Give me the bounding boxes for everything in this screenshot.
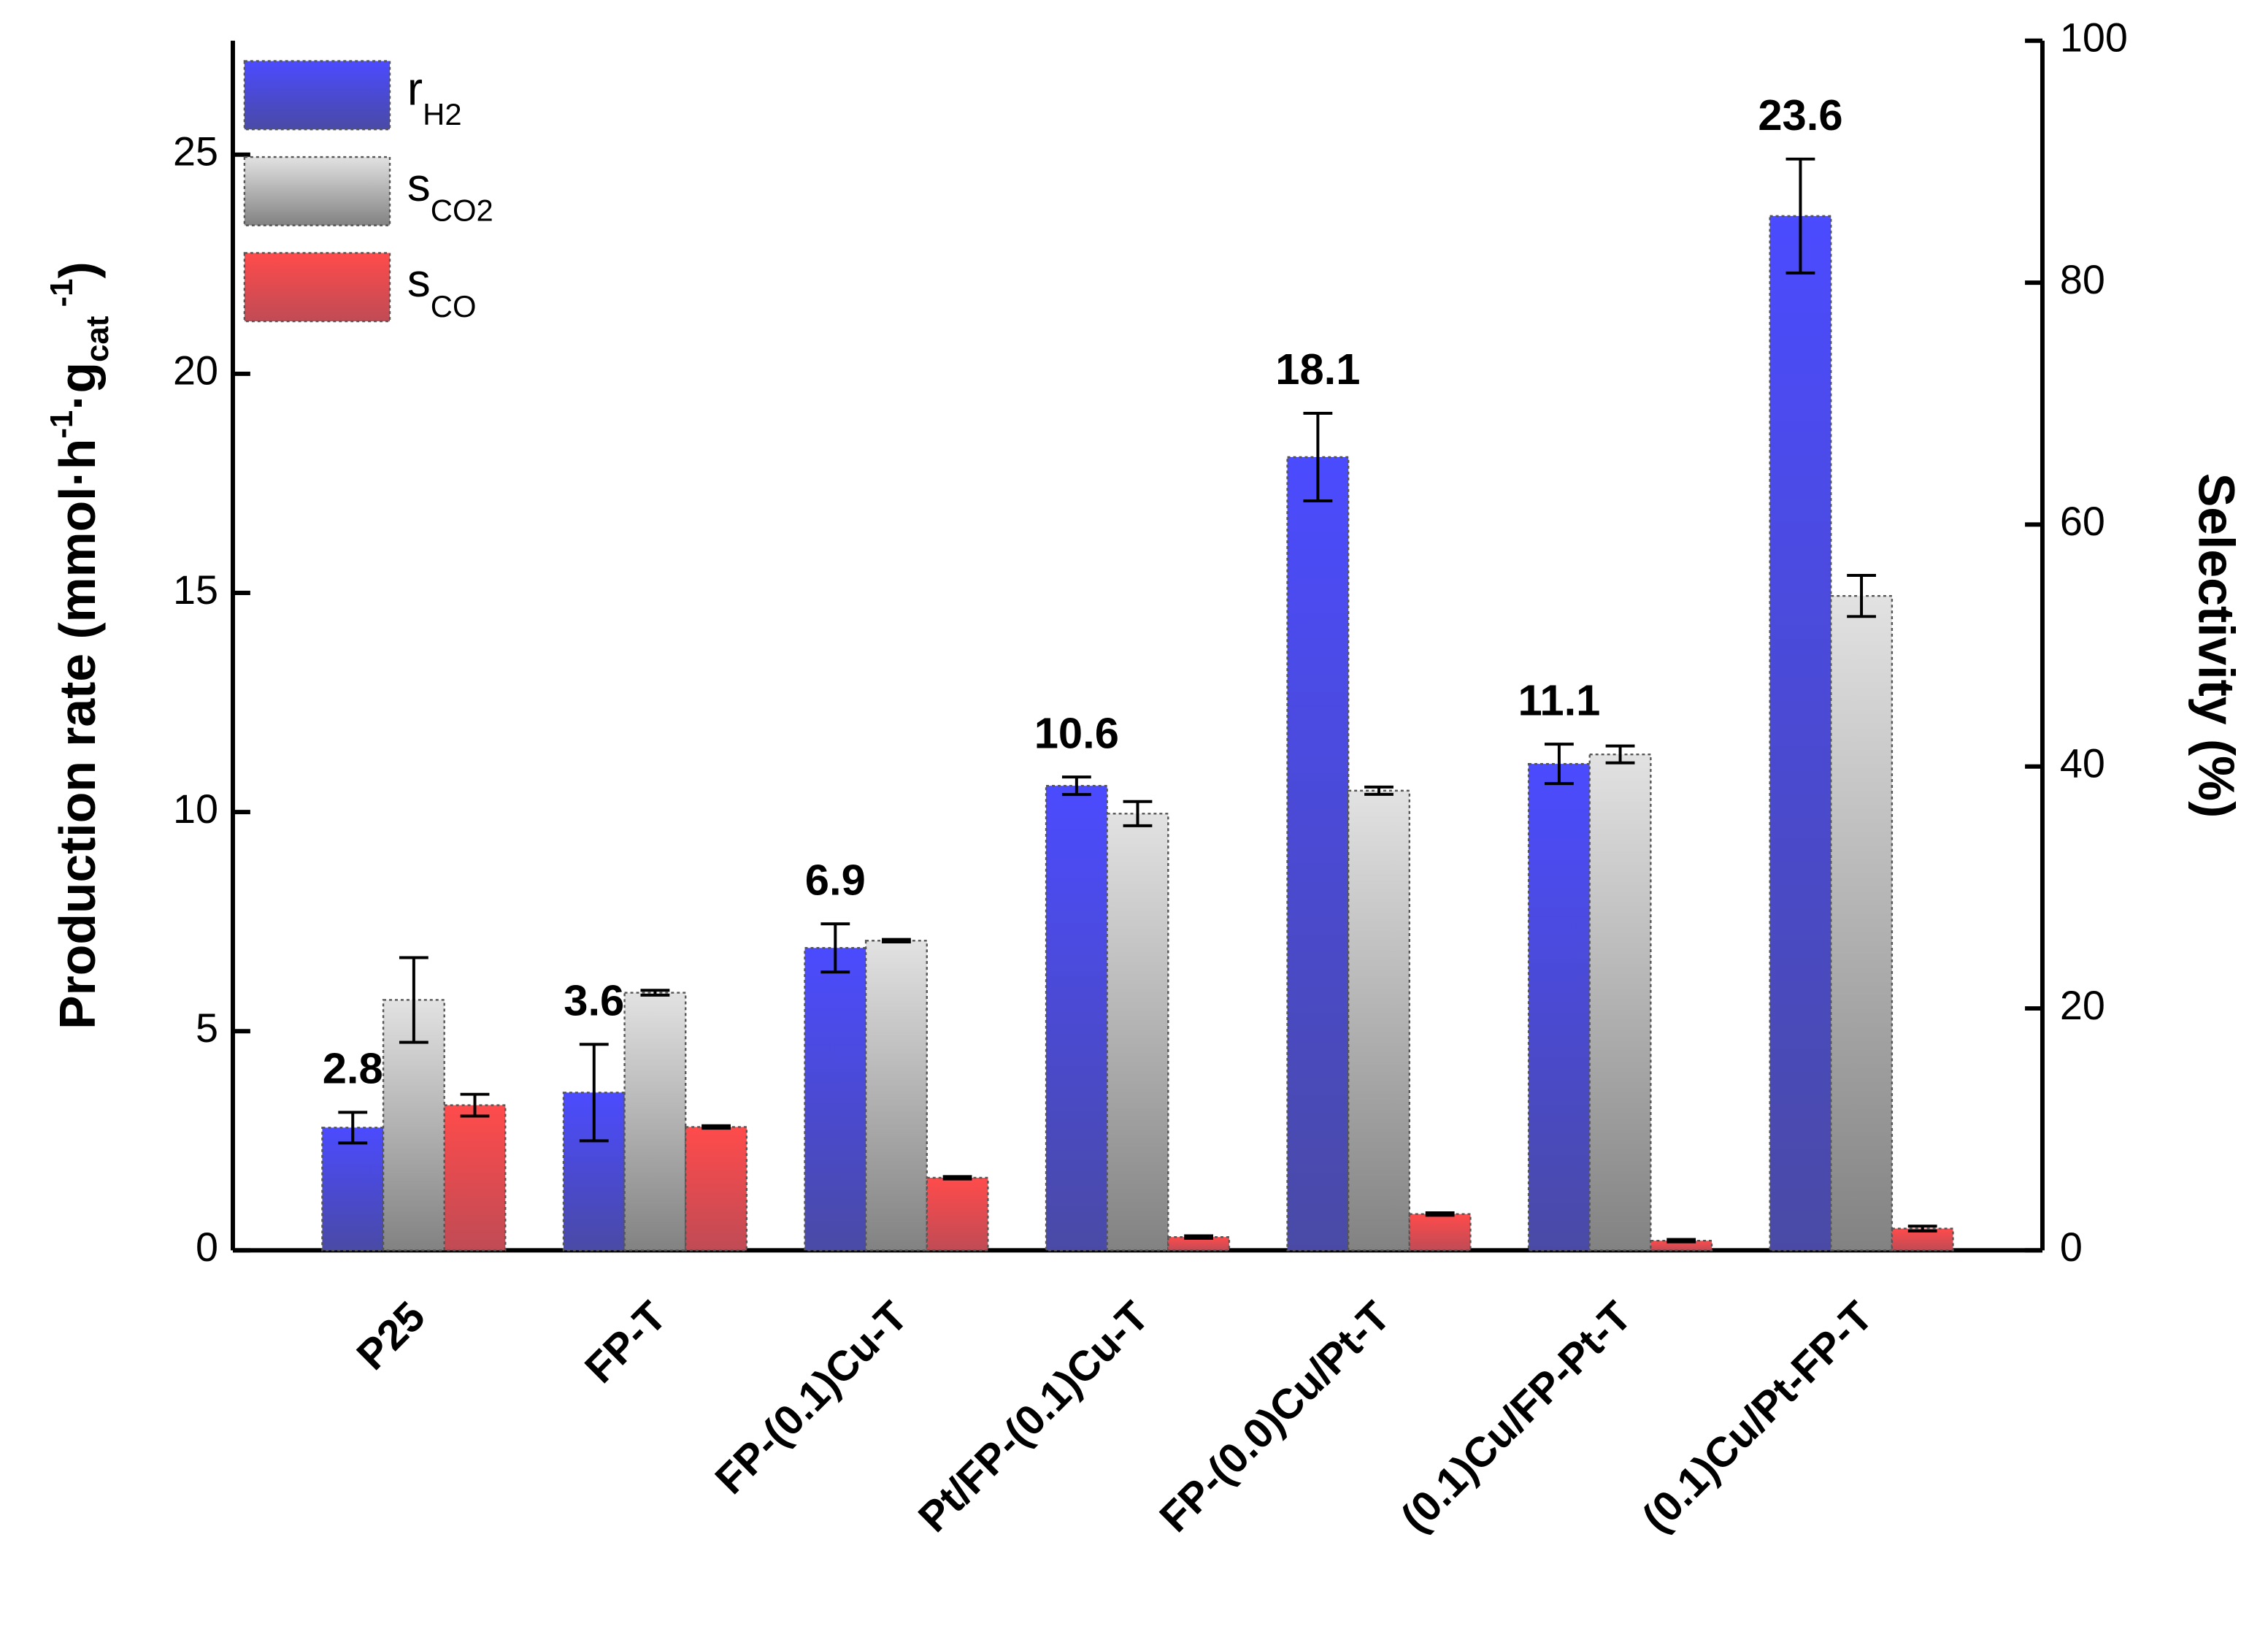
x-tick-label: (0.1)Cu/Pt-FP-T bbox=[1634, 1293, 1882, 1541]
error-bar bbox=[1303, 411, 1333, 502]
error-bar bbox=[1545, 743, 1574, 786]
legend-label: rH2 bbox=[407, 62, 462, 131]
bar bbox=[1348, 789, 1411, 1252]
bar bbox=[1408, 1213, 1472, 1252]
value-label: 10.6 bbox=[1034, 708, 1119, 757]
legend-swatch bbox=[243, 252, 391, 323]
legend-label: sCO bbox=[407, 254, 477, 323]
error-bar bbox=[460, 1092, 490, 1118]
value-label: 18.1 bbox=[1275, 345, 1360, 394]
y-axis-title-part: -1 bbox=[44, 410, 80, 439]
error-bar bbox=[1785, 157, 1815, 275]
legend-name: s bbox=[407, 158, 431, 211]
y-axis-title: Production rate (mmol·h-1·gcat -1) bbox=[44, 261, 115, 1030]
error-bar bbox=[338, 1111, 368, 1145]
x-tick-label: Pt/FP-(0.1)Cu-T bbox=[910, 1293, 1158, 1541]
y-tick-label: 10 bbox=[173, 786, 218, 832]
error-bar bbox=[579, 1043, 609, 1143]
y-axis-title-part: Production rate (mmol·h bbox=[49, 439, 106, 1030]
error-bar bbox=[1123, 800, 1153, 827]
legend-label: sCO2 bbox=[407, 158, 493, 228]
y-tick-label: 25 bbox=[173, 129, 218, 175]
error-bar bbox=[1605, 744, 1635, 764]
y2-tick-label: 40 bbox=[2060, 740, 2105, 786]
error-bar bbox=[942, 1175, 972, 1181]
error-bar bbox=[1847, 573, 1876, 618]
error-bar bbox=[1907, 1224, 1937, 1233]
error-bar bbox=[701, 1124, 731, 1130]
value-label: 2.8 bbox=[323, 1043, 383, 1092]
error-bar bbox=[1425, 1211, 1455, 1217]
value-label: 23.6 bbox=[1758, 91, 1842, 139]
value-label: 3.6 bbox=[564, 976, 624, 1024]
x-tick-label: FP-T bbox=[576, 1293, 675, 1392]
y-axis-title-part: cat bbox=[80, 315, 115, 362]
y2-tick-label: 80 bbox=[2060, 257, 2105, 302]
bar bbox=[804, 947, 867, 1252]
value-label: 11.1 bbox=[1518, 675, 1600, 724]
legend-name: r bbox=[407, 62, 423, 115]
bar bbox=[1830, 594, 1894, 1252]
y2-tick-label: 60 bbox=[2060, 499, 2105, 544]
y-tick-label: 5 bbox=[196, 1005, 218, 1051]
y-tick-label: 15 bbox=[173, 567, 218, 613]
error-bar bbox=[1667, 1238, 1696, 1243]
y2-tick-label: 0 bbox=[2060, 1224, 2083, 1270]
legend-sub: CO2 bbox=[431, 193, 493, 228]
x-tick-label: P25 bbox=[348, 1293, 434, 1379]
legend-sub: CO bbox=[431, 289, 477, 323]
legend-name: s bbox=[407, 254, 431, 307]
bar bbox=[1527, 762, 1591, 1252]
y-axis-title-part: ·g bbox=[49, 362, 106, 410]
error-bar bbox=[882, 938, 911, 943]
bar bbox=[1286, 456, 1350, 1252]
bar bbox=[926, 1176, 989, 1252]
error-bar bbox=[820, 922, 850, 974]
legend-swatch bbox=[243, 156, 391, 226]
y2-axis-title: Selectivity (%) bbox=[2188, 473, 2245, 819]
y-tick-label: 20 bbox=[173, 348, 218, 394]
error-bar bbox=[1184, 1234, 1214, 1240]
bar bbox=[685, 1126, 748, 1252]
bar bbox=[1588, 753, 1652, 1252]
y-axis-title-part: ) bbox=[49, 261, 106, 278]
bar bbox=[443, 1104, 507, 1252]
legend-swatch bbox=[243, 60, 391, 131]
legend-sub: H2 bbox=[423, 97, 461, 131]
x-tick-label: FP-(0.1)Cu-T bbox=[707, 1293, 917, 1503]
value-label: 6.9 bbox=[805, 855, 866, 904]
x-tick-label: FP-(0.0)Cu/Pt-T bbox=[1151, 1293, 1399, 1541]
bar bbox=[864, 940, 928, 1252]
bar bbox=[321, 1127, 385, 1252]
bar bbox=[1769, 215, 1832, 1252]
y2-tick-label: 100 bbox=[2060, 15, 2128, 60]
y2-tick-label: 20 bbox=[2060, 983, 2105, 1028]
bar bbox=[1045, 784, 1108, 1252]
error-bar bbox=[399, 956, 428, 1044]
bar bbox=[623, 992, 687, 1252]
error-bar bbox=[1364, 785, 1394, 796]
bar bbox=[1106, 813, 1169, 1252]
x-tick-label: (0.1)Cu/FP-Pt-T bbox=[1392, 1293, 1640, 1541]
error-bar bbox=[640, 989, 670, 997]
error-bar bbox=[1061, 775, 1091, 797]
y-axis-title-part: -1 bbox=[44, 279, 80, 316]
y-tick-label: 0 bbox=[196, 1224, 218, 1270]
